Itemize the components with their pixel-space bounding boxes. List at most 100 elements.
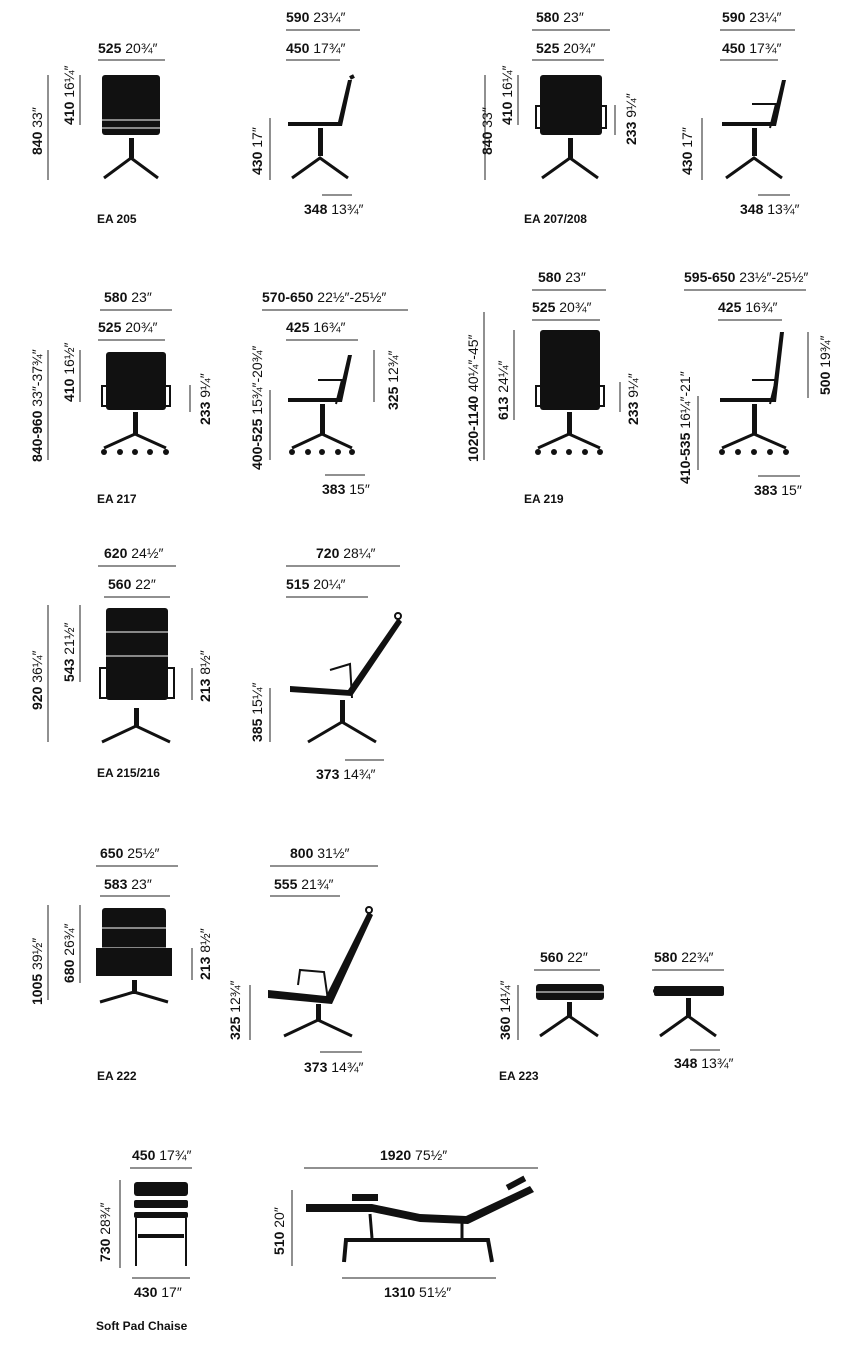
ea217-arm-dim: 233 9¼″ xyxy=(197,373,213,425)
chair-side-silhouette xyxy=(288,355,355,455)
chaise-front-silhouette xyxy=(134,1182,188,1266)
ea205-front-view: 525 20¾″ 840 33″ 410 16¼″ xyxy=(29,40,165,180)
ea222-height-dim: 1005 39½″ xyxy=(29,938,45,1005)
ea222-seat-h-dim: 325 12¾″ xyxy=(227,981,243,1040)
ea205-height-dim: 840 33″ xyxy=(29,107,45,155)
chair-front-silhouette xyxy=(535,75,607,180)
ea219-outer-width-dim: 580 23″ xyxy=(538,269,586,285)
chaise-height-dim-side: 510 20″ xyxy=(271,1207,287,1255)
ea215-outer-width-dim: 620 24½″ xyxy=(104,545,163,561)
ea205-width-dim: 525 20¾″ xyxy=(98,40,157,56)
chaise-side-base-dim: 1310 51½″ xyxy=(384,1284,451,1300)
ea223-label: EA 223 xyxy=(499,1069,539,1083)
chaise-side-view: 1920 75½″ 510 20″ 1310 51½″ xyxy=(271,1147,538,1300)
ea219-front-view: 580 23″ 525 20¾″ 1020-1140 40¼″-45″ 613 … xyxy=(465,269,641,462)
ea215-arm-dim: 213 8½″ xyxy=(197,650,213,702)
ea219-base-dim: 383 15″ xyxy=(754,482,802,498)
chair-front-silhouette xyxy=(102,75,160,180)
chair-side-silhouette xyxy=(268,906,373,1038)
ea222-depth-dim: 800 31½″ xyxy=(290,845,349,861)
ea219-back-dim: 613 24¼″ xyxy=(495,361,511,420)
ea205-back-dim: 410 16¼″ xyxy=(61,66,77,125)
ea217-outer-width-dim: 580 23″ xyxy=(104,289,152,305)
ea207-side-view: 590 23¼″ 450 17¾″ 430 17″ 348 13¾″ xyxy=(679,9,799,217)
ea215-height-dim: 920 36¼″ xyxy=(29,651,45,710)
ea217-back-dim: 410 16½″ xyxy=(61,343,77,402)
ea207-arm-dim: 233 9¼″ xyxy=(623,93,639,145)
ea207-label: EA 207/208 xyxy=(524,212,587,226)
ea217-front-view: 580 23″ 525 20¾″ 840-960 33″-37¾″ 410 16… xyxy=(29,289,213,462)
chair-front-silhouette xyxy=(535,330,605,455)
ea205-seat-h-dim: 430 17″ xyxy=(249,127,265,175)
ea207-seat-depth-dim: 450 17¾″ xyxy=(722,40,781,56)
ea217-width-dim: 525 20¾″ xyxy=(98,319,157,335)
ea222-front-view: 650 25½″ 583 23″ 1005 39½″ 680 26¾″ 213 … xyxy=(29,845,213,1005)
chaise-height-dim: 730 28¾″ xyxy=(97,1203,113,1262)
chaise-label: Soft Pad Chaise xyxy=(96,1319,188,1333)
ea222-back-dim: 680 26¾″ xyxy=(61,924,77,983)
ea222-outer-width-dim: 650 25½″ xyxy=(100,845,159,861)
ea219-side-view: 595-650 23½″-25½″ 425 16¾″ 410-535 16¼″-… xyxy=(677,269,833,498)
ea217-seat-depth-dim: 425 16¾″ xyxy=(286,319,345,335)
ottoman-front-silhouette xyxy=(536,984,604,1038)
ea219-seat-h-dim: 410-535 16¼″-21″ xyxy=(677,371,693,484)
ea215-seat-h-dim: 385 15¼″ xyxy=(249,683,265,742)
ea205-side-view: 590 23¼″ 450 17¾″ 430 17″ 348 13¾″ xyxy=(249,9,363,217)
ea217-side-view: 570-650 22½″-25½″ 425 16¾″ 400-525 15¾″-… xyxy=(249,289,408,497)
chaise-front-view: 450 17¾″ 730 28¾″ 430 17″ xyxy=(97,1147,192,1300)
chaise-width-dim: 450 17¾″ xyxy=(132,1147,191,1163)
ea217-depth-dim: 570-650 22½″-25½″ xyxy=(262,289,386,305)
ea217-height-dim: 840-960 33″-37¾″ xyxy=(29,349,45,462)
ottoman-side-silhouette xyxy=(653,986,724,1038)
chaise-side-silhouette xyxy=(306,1175,534,1263)
chair-side-silhouette xyxy=(288,74,355,180)
ea207-outer-width-dim: 580 23″ xyxy=(536,9,584,25)
chair-side-silhouette xyxy=(290,612,402,744)
ea223-side-view: 580 22¾″ 348 13¾″ xyxy=(652,949,733,1071)
ea219-depth-dim: 595-650 23½″-25½″ xyxy=(684,269,808,285)
ea217-arm-dim: 325 12¾″ xyxy=(385,351,401,410)
ea223-front-view: 560 22″ 360 14¼″ xyxy=(497,949,604,1040)
ea215-side-view: 720 28¼″ 515 20¼″ 385 15¼″ 373 14¾″ xyxy=(249,545,402,782)
ea223-height-dim: 360 14¼″ xyxy=(497,981,513,1040)
ea222-seat-depth-dim: 555 21¾″ xyxy=(274,876,333,892)
ea223-side-width-dim: 580 22¾″ xyxy=(654,949,713,965)
chair-front-silhouette xyxy=(101,352,171,455)
ea207-base-dim: 348 13¾″ xyxy=(740,201,799,217)
ea207-back-dim: 410 16¼″ xyxy=(499,66,515,125)
ea207-front-view: 580 23″ 525 20¾″ 840 33″ 410 16¼″ 233 9¼… xyxy=(479,9,639,180)
ea219-label: EA 219 xyxy=(524,492,564,506)
ea205-label: EA 205 xyxy=(97,212,137,226)
chaise-base-dim: 430 17″ xyxy=(134,1284,182,1300)
ea215-width-dim: 560 22″ xyxy=(108,576,156,592)
ea215-depth-dim: 720 28¼″ xyxy=(316,545,375,561)
ea222-label: EA 222 xyxy=(97,1069,137,1083)
ea215-base-dim: 373 14¾″ xyxy=(316,766,375,782)
ea207-depth-dim: 590 23¼″ xyxy=(722,9,781,25)
chair-side-silhouette xyxy=(722,80,786,180)
ea219-seat-depth-dim: 425 16¾″ xyxy=(718,299,777,315)
chaise-length-dim: 1920 75½″ xyxy=(380,1147,447,1163)
ea222-base-dim: 373 14¾″ xyxy=(304,1059,363,1075)
ea223-base-dim: 348 13¾″ xyxy=(674,1055,733,1071)
ea222-arm-dim: 213 8½″ xyxy=(197,928,213,980)
ea219-arm-dim: 233 9¼″ xyxy=(625,373,641,425)
ea217-label: EA 217 xyxy=(97,492,137,506)
ea207-width-dim: 525 20¾″ xyxy=(536,40,595,56)
chair-front-silhouette xyxy=(99,608,175,744)
ea215-back-dim: 543 21½″ xyxy=(61,623,77,682)
ea219-width-dim: 525 20¾″ xyxy=(532,299,591,315)
ea219-height-dim: 1020-1140 40¼″-45″ xyxy=(465,334,481,462)
ea215-seat-depth-dim: 515 20¼″ xyxy=(286,576,345,592)
chair-side-silhouette xyxy=(719,332,789,455)
ea215-front-view: 620 24½″ 560 22″ 920 36¼″ 543 21½″ 213 8… xyxy=(29,545,213,744)
ea223-width-dim: 560 22″ xyxy=(540,949,588,965)
ea207-height-dim: 840 33″ xyxy=(479,107,495,155)
ea217-base-dim: 383 15″ xyxy=(322,481,370,497)
ea215-label: EA 215/216 xyxy=(97,766,160,780)
ea205-depth-dim: 590 23¼″ xyxy=(286,9,345,25)
ea205-seat-depth-dim: 450 17¾″ xyxy=(286,40,345,56)
ea205-base-dim: 348 13¾″ xyxy=(304,201,363,217)
ea217-seat-h-dim: 400-525 15¾″-20¾″ xyxy=(249,346,265,470)
